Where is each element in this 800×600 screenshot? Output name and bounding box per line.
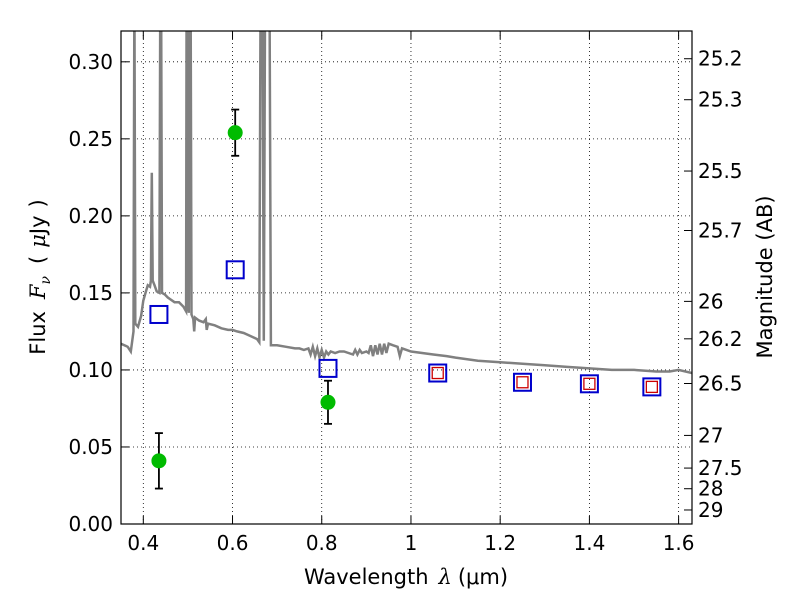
magnitude-tick-label: 28 bbox=[698, 477, 723, 501]
model-markers bbox=[149, 260, 662, 397]
magnitude-tick-label: 25.3 bbox=[698, 88, 743, 112]
observed-markers bbox=[151, 108, 336, 490]
model-point-marker bbox=[149, 304, 169, 324]
model-point-marker bbox=[642, 377, 662, 397]
x-tick-label: 0.4 bbox=[127, 531, 159, 555]
x-tick-label: 1.4 bbox=[573, 531, 605, 555]
y-axis: 0.00 0.05 0.10 0.15 0.20 0.25 0.30 bbox=[68, 50, 129, 536]
model-point-marker bbox=[318, 358, 338, 378]
model-inner-marker bbox=[431, 366, 444, 380]
sed-spectrum bbox=[121, 31, 692, 375]
observed-point bbox=[227, 125, 243, 141]
magnitude-tick-label: 29 bbox=[698, 498, 723, 522]
y-tick-label: 0.25 bbox=[68, 127, 113, 151]
model-point-marker bbox=[225, 260, 245, 280]
model-point-marker bbox=[579, 374, 599, 394]
magnitude-tick-label: 26 bbox=[698, 289, 723, 313]
magnitude-tick-label: 27.5 bbox=[698, 456, 743, 480]
x-axis: 0.4 0.6 0.8 1 1.2 1.4 1.6 bbox=[127, 31, 695, 555]
y-tick-label: 0.20 bbox=[68, 204, 113, 228]
observed-point bbox=[151, 453, 167, 469]
x-axis-label: Wavelength λ (μm) bbox=[304, 565, 508, 589]
magnitude-tick-label: 25.2 bbox=[698, 47, 743, 71]
x-tick-label: 0.8 bbox=[306, 531, 338, 555]
plot-frame bbox=[120, 30, 693, 525]
magnitude-tick-label: 27 bbox=[698, 423, 723, 447]
y-axis-label: FluxFν(μJy) bbox=[26, 199, 54, 354]
y-tick-label: 0.00 bbox=[68, 512, 113, 536]
y-tick-label: 0.05 bbox=[68, 435, 113, 459]
y-tick-label: 0.10 bbox=[68, 358, 113, 382]
x-tick-label: 1.2 bbox=[484, 531, 516, 555]
x-tick-label: 1.6 bbox=[663, 531, 695, 555]
observed-point bbox=[320, 394, 336, 410]
model-point-marker bbox=[512, 372, 532, 392]
model-inner-marker bbox=[583, 377, 596, 390]
magnitude-tick-label: 25.5 bbox=[698, 159, 743, 183]
model-inner-marker bbox=[645, 380, 659, 394]
magnitude-tick-label: 26.2 bbox=[698, 327, 743, 351]
sed-spectrum-line bbox=[121, 31, 692, 375]
y-tick-label: 0.30 bbox=[68, 50, 113, 74]
model-point-marker bbox=[428, 363, 448, 383]
x-tick-label: 0.6 bbox=[217, 531, 249, 555]
y-tick-label: 0.15 bbox=[68, 281, 113, 305]
x-tick-label: 1 bbox=[405, 531, 418, 555]
model-inner-marker bbox=[516, 376, 529, 389]
magnitude-axis-label: Magnitude (AB) bbox=[753, 195, 777, 358]
grid bbox=[121, 31, 692, 525]
magnitude-tick-label: 25.7 bbox=[698, 219, 743, 243]
magnitude-tick-label: 26.5 bbox=[698, 371, 743, 395]
